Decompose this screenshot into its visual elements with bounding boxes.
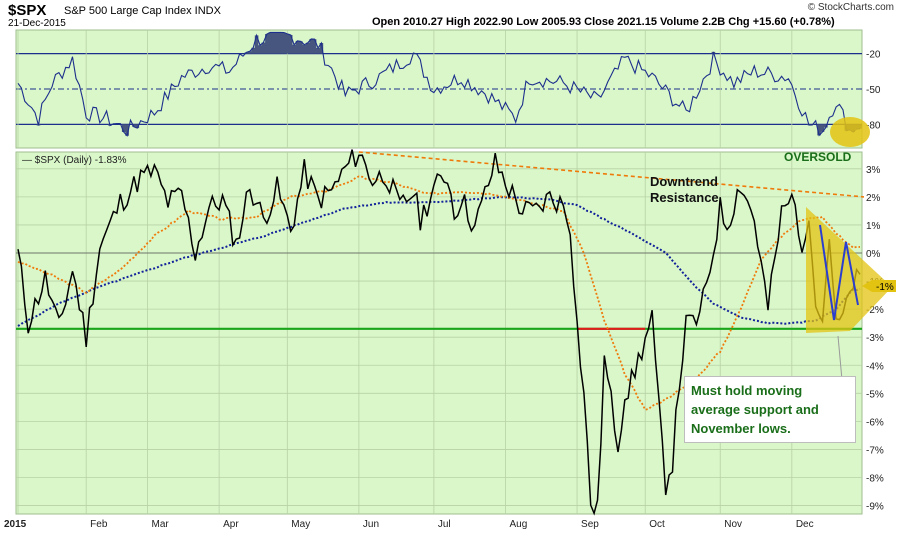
- x-tick-label: Feb: [90, 519, 108, 530]
- symbol-label: $SPX: [8, 2, 47, 19]
- price-y-tick: 1%: [866, 221, 881, 232]
- price-y-tick: -6%: [866, 417, 884, 428]
- x-tick-label: Jun: [363, 519, 379, 530]
- support-line-1: Must hold moving: [691, 383, 803, 398]
- price-line: [17, 149, 861, 516]
- oscillator-y-tick: -20: [866, 50, 881, 61]
- index-name: S&P 500 Large Cap Index INDX: [64, 5, 221, 17]
- projection-triangle: [806, 207, 892, 333]
- price-y-ticks: 3%2%1%0%-1%-2%-3%-4%-5%-6%-7%-8%-9%: [866, 165, 884, 513]
- oscillator-y-tick: -50: [866, 85, 881, 96]
- x-tick-label: Mar: [152, 519, 170, 530]
- x-tick-label: Sep: [581, 519, 599, 530]
- support-callout: Must hold moving average support and Nov…: [684, 376, 856, 443]
- x-tick-label: Apr: [223, 519, 239, 530]
- oscillator-y-ticks: -20 -50 -80: [866, 50, 881, 132]
- support-line-2: average support and: [691, 402, 819, 417]
- downtrend-label: Downtrend Resistance: [650, 174, 719, 206]
- projection-zigzag: [819, 224, 859, 321]
- oscillator-grid: [16, 30, 862, 148]
- fast-ma-line: [17, 175, 861, 411]
- callout-pointer: [837, 335, 843, 381]
- x-tick-label: Jul: [438, 519, 451, 530]
- x-tick-label: May: [291, 519, 310, 530]
- price-y-tick: -3%: [866, 333, 884, 344]
- last-value-label: -1%: [876, 282, 894, 293]
- x-tick-label: Nov: [724, 519, 742, 530]
- price-y-tick: 0%: [866, 249, 881, 260]
- downtrend-line-1: Downtrend: [650, 174, 718, 189]
- credit-label: © StockCharts.com: [807, 2, 894, 13]
- quote-summary: Open 2010.27 High 2022.90 Low 2005.93 Cl…: [372, 16, 835, 28]
- x-tick-label: Oct: [649, 519, 665, 530]
- price-y-tick: -7%: [866, 445, 884, 456]
- x-tick-label: Dec: [796, 519, 814, 530]
- oversold-circle: [830, 117, 870, 147]
- price-y-tick: -5%: [866, 389, 884, 400]
- series-legend: — $SPX (Daily) -1.83%: [22, 155, 127, 166]
- slow-ma-line: [17, 195, 861, 327]
- oscillator-line: [17, 31, 861, 137]
- x-axis-ticks: 2015 Feb Mar Apr May Jun Jul Aug Sep Oct Nov Dec: [4, 519, 814, 530]
- x-tick-label: Aug: [509, 519, 527, 530]
- support-line-3: November lows.: [691, 421, 791, 436]
- price-y-tick: -2%: [866, 305, 884, 316]
- chart-date: 21-Dec-2015: [8, 18, 66, 29]
- price-y-tick: -8%: [866, 474, 884, 485]
- price-panel: [15, 151, 863, 515]
- x-tick-label: 2015: [4, 519, 27, 530]
- oscillator-y-tick: -80: [866, 120, 881, 131]
- price-y-tick: -4%: [866, 361, 884, 372]
- price-y-tick: 2%: [866, 193, 881, 204]
- oversold-label: OVERSOLD: [784, 150, 852, 164]
- price-y-tick: -9%: [866, 502, 884, 513]
- downtrend-line: [358, 151, 865, 198]
- last-value-marker: [862, 280, 896, 292]
- price-y-tick: 3%: [866, 165, 881, 176]
- downtrend-line-2: Resistance: [650, 190, 719, 205]
